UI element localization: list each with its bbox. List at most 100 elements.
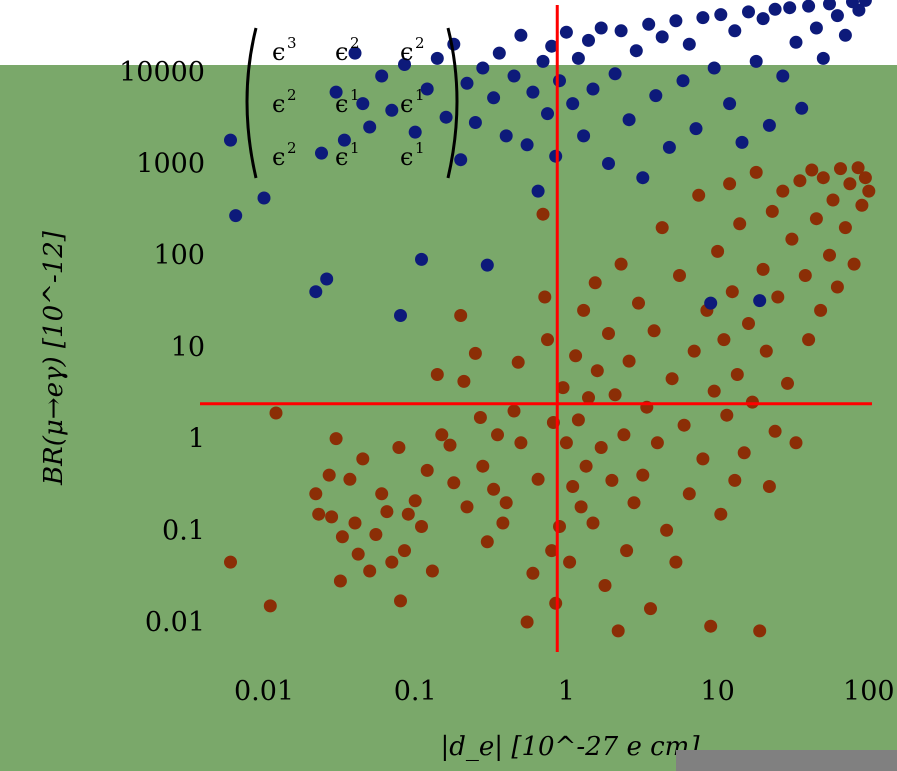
data-point (650, 436, 664, 450)
data-point (559, 25, 573, 39)
data-point (468, 116, 482, 129)
data-point (545, 39, 559, 53)
data-point (363, 564, 377, 578)
data-point (629, 44, 643, 58)
data-point (398, 58, 411, 71)
matrix-exponent: 2 (287, 86, 297, 104)
matrix-entry: ϵ (335, 38, 348, 66)
data-point (730, 368, 744, 381)
matrix-left-bracket (245, 27, 258, 179)
matrix-exponent: 2 (287, 139, 297, 157)
data-point (617, 428, 631, 442)
data-point (692, 188, 706, 202)
data-point (785, 232, 799, 246)
data-point (408, 494, 422, 508)
data-point (309, 285, 323, 299)
data-point (541, 107, 554, 121)
matrix-right-bracket (446, 27, 459, 179)
data-point (823, 0, 836, 11)
data-point (809, 212, 823, 226)
data-point (553, 520, 566, 533)
data-point (224, 555, 237, 569)
data-point (793, 174, 807, 188)
data-point (566, 480, 580, 493)
data-point (689, 122, 703, 136)
data-point (707, 384, 721, 398)
data-point (401, 507, 415, 521)
data-point (499, 496, 513, 510)
data-point (408, 125, 422, 139)
y-tick-label: 0.1 (162, 515, 205, 546)
data-point (608, 388, 622, 402)
data-point (315, 146, 328, 160)
data-point (855, 198, 869, 212)
data-point (816, 51, 830, 65)
data-point (526, 85, 540, 99)
data-point (541, 333, 554, 347)
y-tick-label: 1000 (136, 149, 205, 180)
data-point (834, 162, 847, 176)
data-point (569, 349, 583, 363)
data-point (556, 381, 570, 395)
data-point (798, 269, 812, 282)
data-point (531, 472, 545, 486)
data-point (577, 303, 591, 317)
data-point (473, 411, 487, 424)
data-point (588, 276, 602, 290)
data-point (425, 564, 439, 578)
data-point (655, 221, 669, 235)
data-point (520, 138, 534, 152)
data-point (480, 258, 494, 272)
y-axis-ticks: 0.01 0.1 1 10 100 1000 10000 (119, 57, 205, 638)
data-point (823, 248, 836, 262)
y-tick-label: 100 (153, 240, 205, 271)
data-point (636, 171, 650, 185)
data-point (665, 372, 679, 386)
data-point (224, 133, 237, 147)
data-point (553, 74, 566, 88)
data-point (526, 566, 540, 580)
data-point (735, 135, 749, 149)
data-point (559, 436, 573, 450)
data-point (814, 303, 828, 317)
data-point (677, 418, 691, 432)
matrix-exponent: 2 (415, 34, 425, 52)
data-point (348, 516, 362, 530)
data-point (385, 103, 399, 117)
data-point (676, 74, 690, 88)
data-point (862, 184, 876, 198)
data-point (725, 285, 739, 299)
data-point (714, 507, 728, 521)
data-point (325, 510, 339, 524)
matrix-entry: ϵ (272, 90, 285, 118)
data-point (858, 0, 872, 7)
data-point (636, 468, 650, 482)
data-point (783, 1, 797, 15)
data-point (447, 476, 461, 490)
data-point (507, 404, 521, 418)
data-point (476, 61, 490, 75)
data-point (847, 257, 861, 271)
matrix-entry: ϵ (400, 90, 413, 118)
data-point (538, 290, 552, 304)
data-point (586, 516, 600, 530)
data-point (759, 344, 773, 358)
data-point (415, 252, 428, 266)
data-point (809, 21, 823, 35)
x-tick-label: 1 (558, 676, 575, 707)
data-point (443, 438, 457, 452)
data-point (392, 441, 406, 454)
data-point (838, 28, 852, 42)
data-point (257, 191, 271, 205)
data-point (454, 153, 468, 167)
data-point (749, 165, 763, 179)
data-point (843, 177, 857, 191)
data-point (566, 97, 580, 111)
data-point (439, 110, 453, 124)
matrix-annotation: ϵ 3 ϵ 2 ϵ 2ϵ 2 ϵ 1 ϵ 1ϵ 2 ϵ 1 ϵ 1 (245, 27, 459, 179)
data-point (673, 269, 686, 282)
data-point (460, 76, 474, 90)
data-point (594, 21, 608, 35)
data-point (375, 69, 389, 83)
data-point (420, 463, 434, 477)
